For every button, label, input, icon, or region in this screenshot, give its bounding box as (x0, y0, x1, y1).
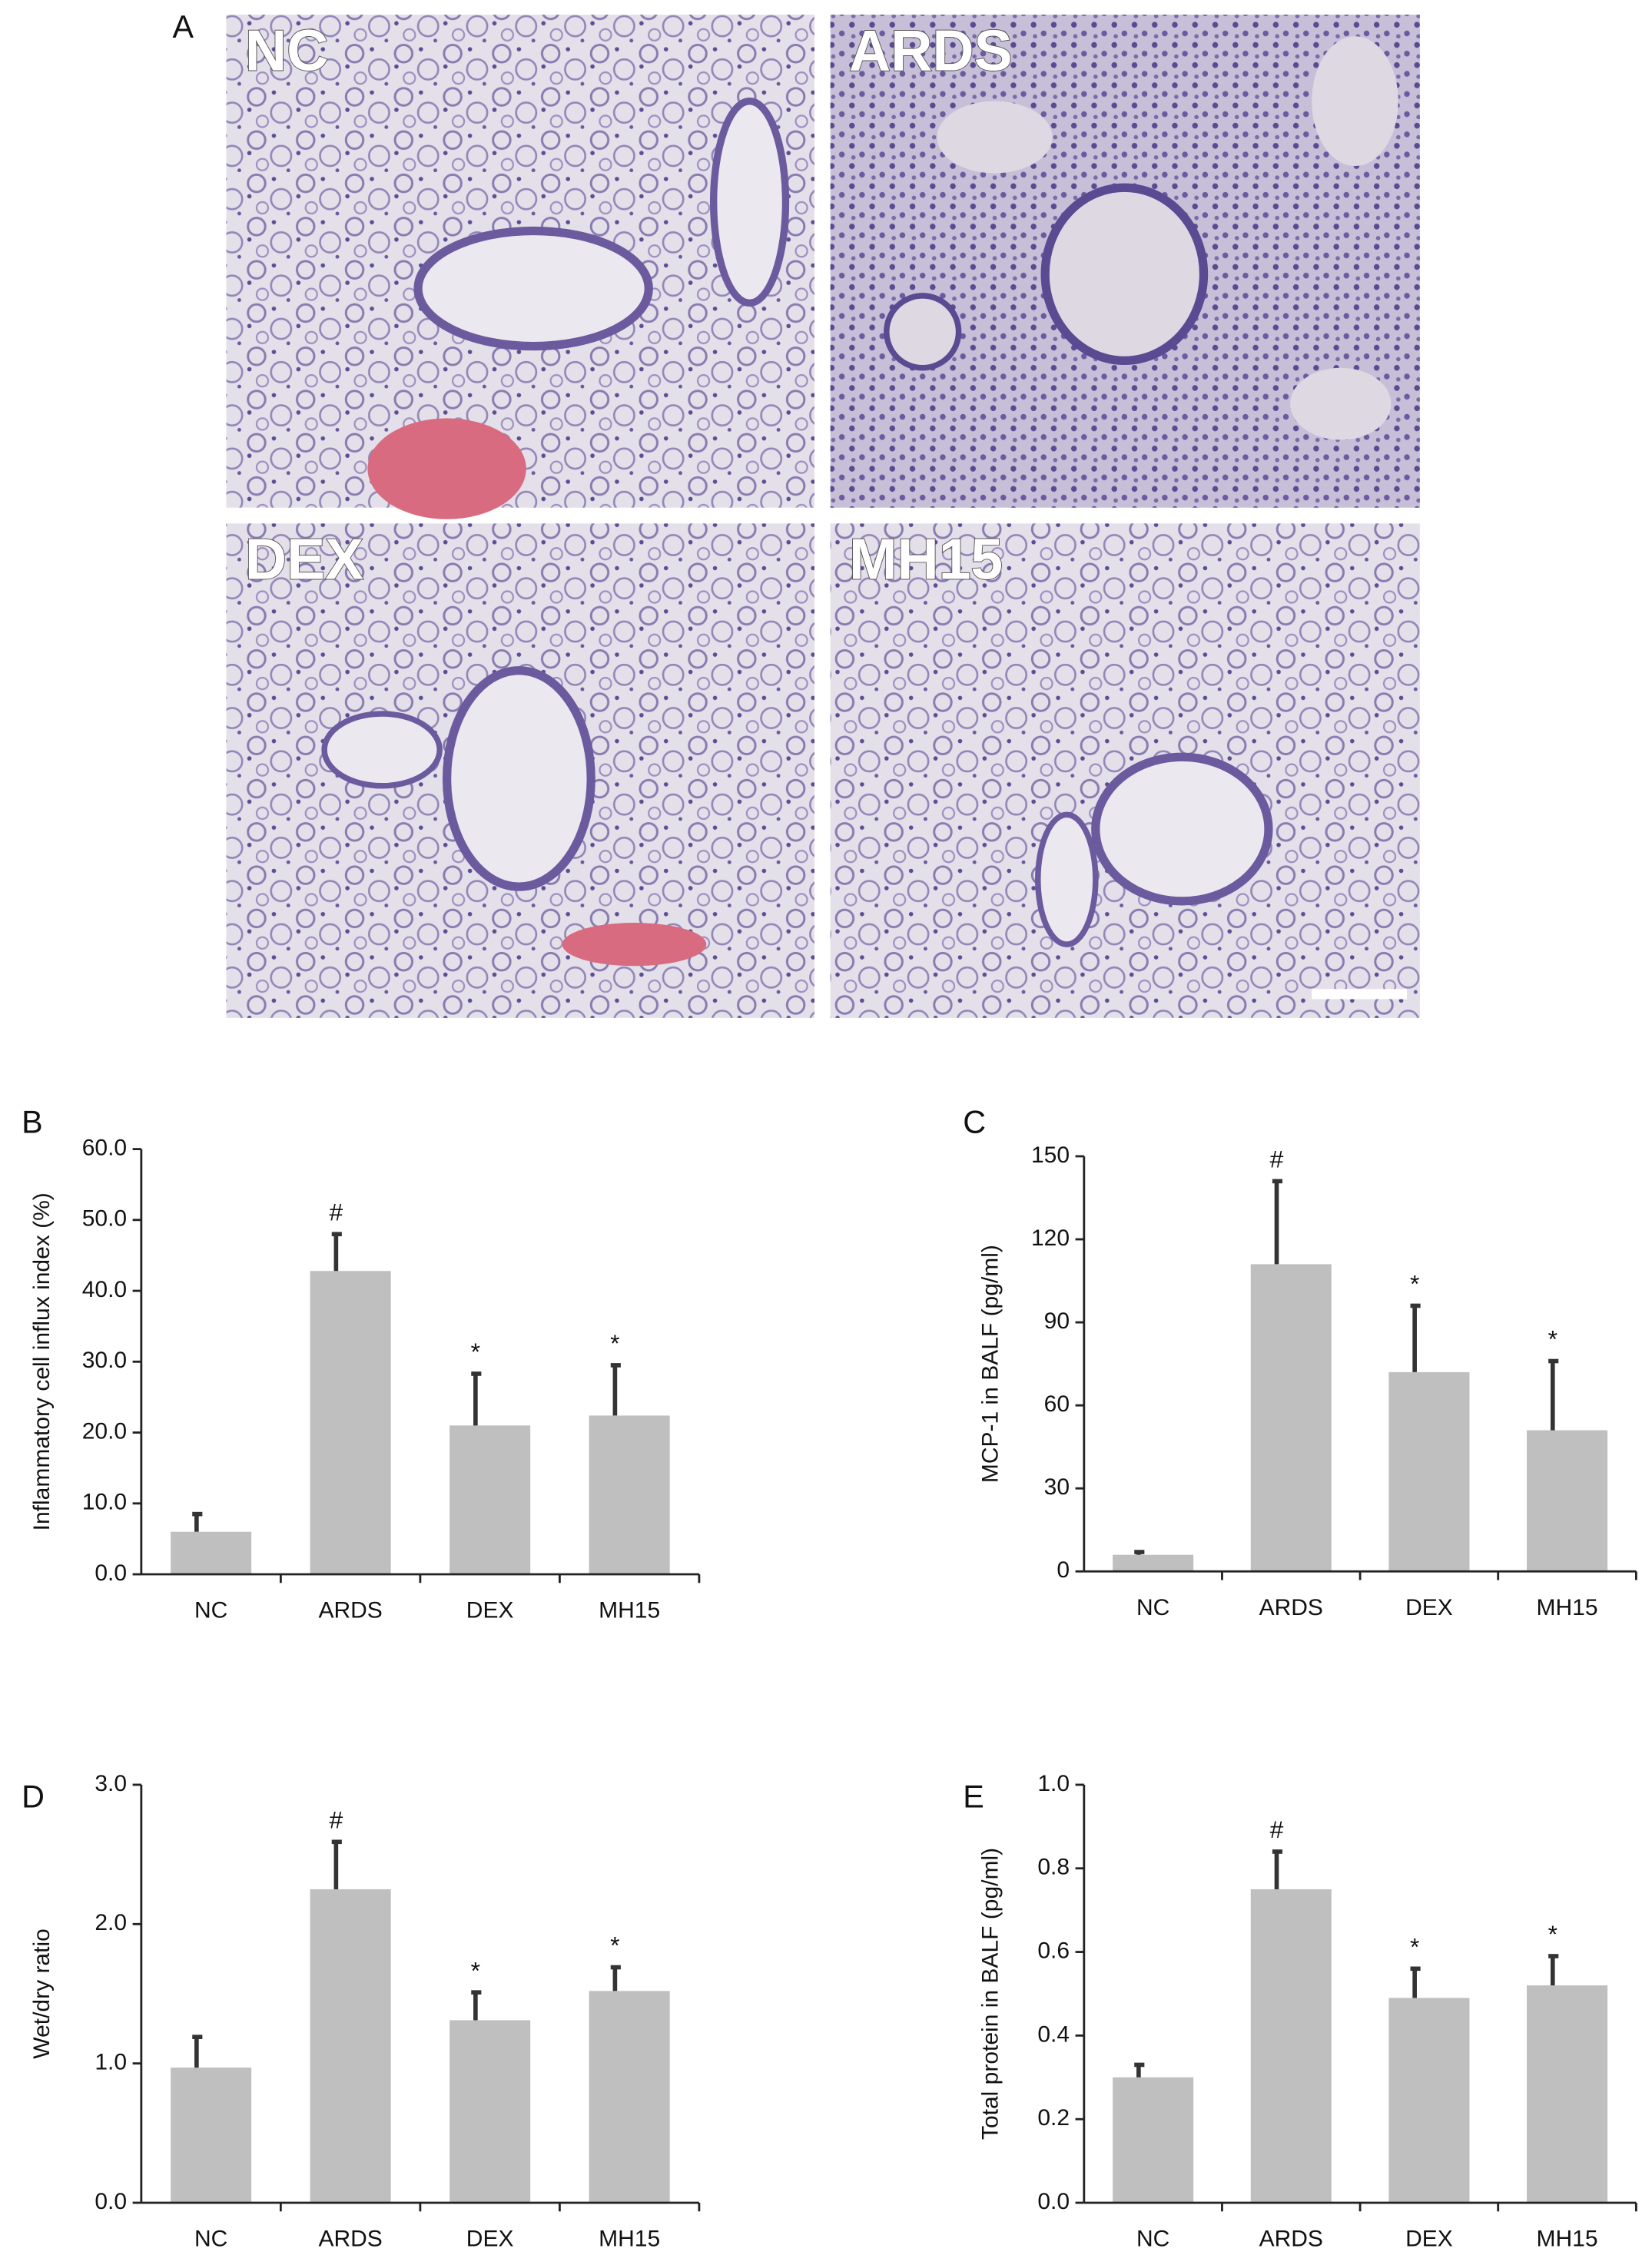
micrograph: MH15 (830, 523, 1420, 1018)
y-tick-label: 30.0 (82, 1348, 127, 1373)
x-tick-label: ARDS (318, 1598, 382, 1623)
bar (1388, 1371, 1470, 1572)
bar (589, 1991, 670, 2203)
y-tick-label: 50.0 (82, 1206, 127, 1232)
panel-label: D (22, 1779, 45, 1815)
y-tick-label: 0.0 (95, 2189, 127, 2214)
y-tick-label: 90 (1044, 1308, 1070, 1334)
bar (310, 1889, 391, 2203)
x-tick-label: DEX (466, 2227, 514, 2252)
panel-label: E (963, 1779, 984, 1815)
x-tick-label: MH15 (1537, 1595, 1598, 1620)
micrograph-label: DEX (245, 527, 363, 592)
x-tick-label: MH15 (1537, 2227, 1598, 2252)
annotation: # (1270, 1146, 1284, 1173)
y-tick-label: 10.0 (82, 1490, 127, 1515)
y-tick-label: 0.6 (1037, 1938, 1070, 1963)
x-tick-label: NC (1136, 2227, 1169, 2252)
micrograph-label: ARDS (849, 18, 1013, 82)
y-tick-label: 0.0 (1037, 2189, 1070, 2214)
x-tick-label: NC (194, 2227, 227, 2252)
annotation: * (471, 1338, 480, 1365)
x-tick-label: ARDS (318, 2227, 382, 2252)
bar (1250, 1889, 1332, 2203)
bar (1527, 1430, 1608, 1572)
y-axis-label: Wet/dry ratio (29, 1928, 55, 2058)
bar (1527, 1985, 1608, 2203)
y-axis-label: Inflammatory cell influx index (%) (29, 1192, 55, 1530)
micrograph-label: NC (245, 18, 328, 82)
bar (1113, 1554, 1194, 1572)
panel-label: A (172, 9, 194, 45)
micrograph-label: MH15 (849, 527, 1003, 592)
annotation: * (1410, 1270, 1419, 1298)
y-tick-label: 0.0 (95, 1560, 127, 1586)
annotation: * (1548, 1325, 1557, 1353)
y-tick-label: 20.0 (82, 1418, 127, 1444)
y-tick-label: 40.0 (82, 1277, 127, 1302)
annotation: * (610, 1932, 619, 1959)
bar (449, 1425, 531, 1575)
annotation: # (329, 1198, 343, 1225)
y-tick-label: 60 (1044, 1391, 1070, 1417)
y-tick-label: 60.0 (82, 1135, 127, 1160)
y-tick-label: 1.0 (95, 2050, 127, 2075)
micrograph: ARDS (830, 15, 1420, 508)
y-tick-label: 120 (1031, 1225, 1070, 1251)
x-tick-label: ARDS (1259, 1595, 1323, 1620)
y-axis-label: Total protein in BALF (pg/ml) (978, 1848, 1003, 2140)
annotation: # (329, 1806, 343, 1833)
bar (1250, 1264, 1332, 1572)
y-tick-label: 3.0 (95, 1771, 127, 1796)
micrograph: DEX (226, 523, 814, 1018)
x-tick-label: ARDS (1259, 2227, 1323, 2252)
annotation: * (1410, 1932, 1419, 1960)
panel-label: C (963, 1105, 986, 1140)
panel-label: B (22, 1105, 43, 1140)
annotation: * (1548, 1920, 1557, 1948)
y-tick-label: 0.2 (1037, 2105, 1070, 2131)
y-tick-label: 0.4 (1037, 2021, 1070, 2047)
y-tick-label: 30 (1044, 1474, 1070, 1500)
bar (449, 2020, 531, 2203)
annotation: * (610, 1329, 619, 1357)
x-tick-label: DEX (1405, 2227, 1453, 2252)
annotation: # (1270, 1816, 1284, 1843)
bar (310, 1271, 391, 1575)
x-tick-label: DEX (1405, 1595, 1453, 1620)
x-tick-label: NC (194, 1598, 227, 1623)
bar (589, 1415, 670, 1575)
y-tick-label: 0.8 (1037, 1855, 1070, 1880)
bar (171, 2068, 252, 2203)
annotation: * (471, 1956, 480, 1984)
bar (1388, 1998, 1470, 2203)
bar (1113, 2077, 1194, 2203)
y-tick-label: 2.0 (95, 1910, 127, 1935)
x-tick-label: MH15 (599, 2227, 660, 2252)
x-tick-label: DEX (466, 1598, 514, 1623)
y-tick-label: 0 (1057, 1557, 1070, 1583)
micrograph: NC (226, 15, 814, 519)
x-tick-label: NC (1136, 1595, 1169, 1620)
bar (171, 1531, 252, 1575)
y-axis-label: MCP-1 in BALF (pg/ml) (978, 1245, 1003, 1483)
y-tick-label: 1.0 (1037, 1771, 1070, 1796)
y-tick-label: 150 (1031, 1142, 1070, 1168)
scale-bar (1312, 989, 1408, 1000)
x-tick-label: MH15 (599, 1598, 660, 1623)
